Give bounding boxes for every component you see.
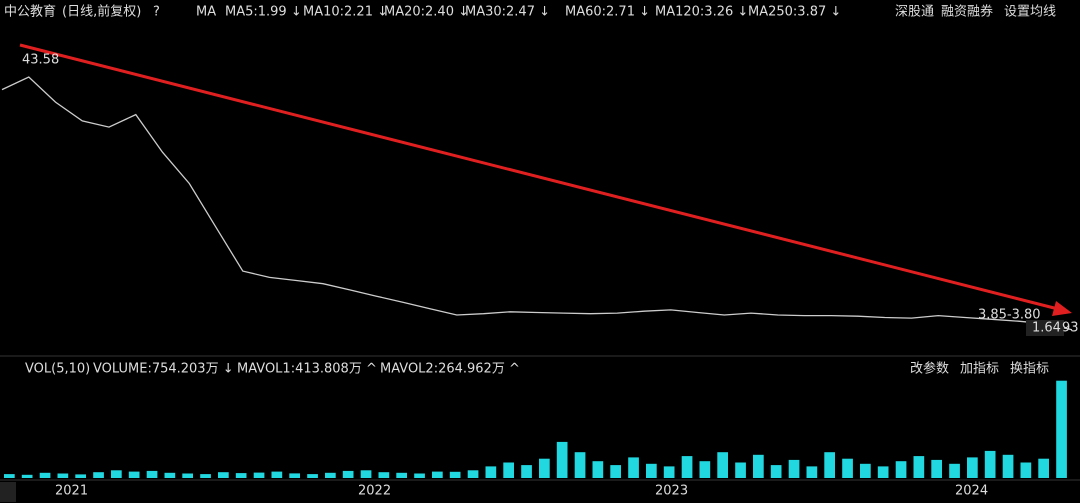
volume-bar [1020,462,1032,478]
toolbar-button[interactable]: 设置均线 [1004,5,1056,20]
volume-bar [556,441,568,478]
volume-bar [503,462,514,478]
volume-bar [788,459,800,478]
high-label: 43.58 [22,53,59,68]
volume-bar [574,452,586,478]
vol-button[interactable]: 改参数 [910,361,949,377]
volume-bar [200,474,211,478]
volume-bar [164,472,176,478]
mavol2: MAVOL2:264.962万 ^ [380,362,520,377]
volume-bar [432,471,443,478]
volume-bar [342,470,354,478]
volume-bar [753,454,764,478]
volume-bar [75,474,86,478]
chart-layer: 中公教育 (日线,前复权)? MA MA5:1.99 ↓ MA10:2.21 ↓MA20… [1,4,1079,499]
volume-bar [1038,458,1049,478]
toolbar-button[interactable]: 深股通 [895,5,934,20]
volume-bar [1056,380,1067,478]
volume-bar [806,466,818,478]
volume-bar [663,466,675,478]
volume-bar [646,463,657,478]
volume-bar [949,463,960,478]
scroll-button[interactable] [0,482,16,502]
volume-bar [984,450,996,478]
volume-bar [967,457,978,478]
faded-label: 93 [1062,321,1079,336]
vol-title: VOL(5,10) [25,362,90,377]
last-label: 1.64 [1032,321,1061,336]
volume-bar [842,458,853,478]
volume-bar [182,473,193,478]
volume-bar [235,473,247,478]
volume-bar [539,458,550,478]
range-label: 3.85-3.80 [978,308,1041,323]
volume-bar [289,473,300,478]
ma-item: MA250:3.87 ↓ [748,5,841,20]
volume-bar [378,472,390,478]
x-label: 2024 [955,484,988,499]
trend-arrow [19,43,1063,312]
x-label: 2021 [55,484,88,499]
mode: (日线,前复权) [62,4,141,20]
volume-bar [325,472,336,478]
arrow-head [1052,301,1072,316]
volume-bar [931,459,942,478]
volume-bar [770,465,782,478]
volume-bar [628,457,639,478]
ma-item: MA30:2.47 ↓ [465,5,550,20]
volume-bar [21,474,33,478]
volume-bar [307,474,318,478]
volume-bar [360,470,372,478]
volume-bar [860,463,871,478]
volume-bar [913,456,925,478]
volume-bar [877,466,889,478]
volume-bar [735,462,746,478]
volume-bar [4,474,15,478]
price-line [1,76,1073,331]
x-label: 2023 [655,484,688,499]
volume-bar [592,461,604,478]
ma-item: MA60:2.71 ↓ [565,5,650,20]
volume-bar [57,473,69,478]
volume-bar [467,470,479,478]
vol-button[interactable]: 加指标 [960,362,999,377]
volume-bar [271,471,283,478]
volume-bar [128,471,140,478]
ma-item: MA120:3.26 ↓ [655,5,748,20]
volume-bar [396,472,407,478]
help[interactable]: ? [153,5,160,20]
volume-bar [146,470,158,478]
vol-button[interactable]: 换指标 [1010,362,1049,377]
volume-bar [39,472,51,478]
volume-bar [717,452,728,478]
ma-item: MA10:2.21 ↓ [303,5,388,20]
volume-bar [93,472,104,478]
last-box [1026,320,1064,336]
vol-value: VOLUME:754.203万 ↓ [93,362,234,377]
volume-bar [681,456,693,478]
ma-item: MA20:2.40 ↓ [384,5,469,20]
volume-bar [449,471,461,478]
volume-bar [521,465,532,478]
ma-label: MA [196,5,216,20]
stock-name: 中公教育 [4,4,56,20]
volume-bar [895,461,907,478]
volume-bar [253,472,265,478]
volume-bar [824,452,835,478]
x-label: 2022 [358,484,391,499]
volume-bar [610,465,621,478]
volume-bar [111,470,122,478]
volume-bar [414,473,425,478]
mavol1: MAVOL1:413.808万 ^ [237,362,377,377]
toolbar-button[interactable]: 融资融券 [941,4,993,20]
volume-bar [218,472,229,478]
volume-bar [699,461,711,478]
volume-bar [1002,454,1014,478]
volume-bar [485,466,497,478]
ma-item: MA5:1.99 ↓ [225,5,302,20]
